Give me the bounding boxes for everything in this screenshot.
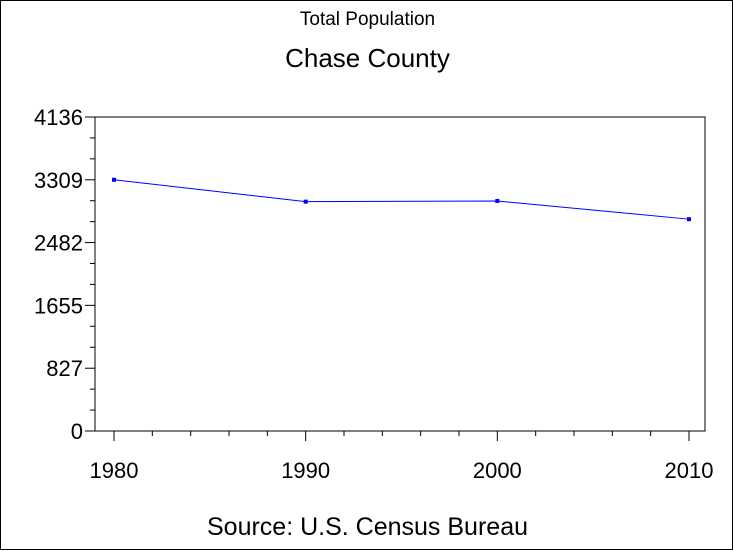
y-tick-label: 4136 bbox=[34, 105, 83, 130]
x-axis: 1980 1990 2000 2010 bbox=[90, 431, 714, 483]
y-tick-label: 3309 bbox=[34, 168, 83, 193]
x-tick-label: 1990 bbox=[281, 458, 330, 483]
plot-area bbox=[94, 116, 706, 432]
series-layer bbox=[112, 177, 691, 222]
y-tick-label: 1655 bbox=[34, 293, 83, 318]
x-tick-label: 2010 bbox=[665, 458, 714, 483]
data-point bbox=[495, 198, 500, 203]
series-line bbox=[113, 179, 690, 220]
x-tick-label: 1980 bbox=[90, 458, 139, 483]
data-point bbox=[112, 177, 116, 182]
y-tick-label: 0 bbox=[71, 419, 83, 444]
data-point bbox=[687, 217, 691, 222]
chart-subtitle: Total Population bbox=[299, 9, 436, 30]
y-axis: 0 827 1655 2482 3309 4136 bbox=[34, 105, 95, 444]
y-tick-label: 827 bbox=[46, 356, 83, 381]
chart-title: Chase County bbox=[285, 43, 450, 73]
y-tick-label: 2482 bbox=[34, 231, 83, 256]
source-note: Source: U.S. Census Bureau bbox=[207, 513, 528, 541]
data-point bbox=[303, 199, 308, 204]
x-tick-label: 2000 bbox=[473, 458, 522, 483]
